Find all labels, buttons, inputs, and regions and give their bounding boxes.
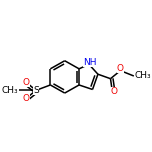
Text: O: O [23,94,30,103]
Text: O: O [23,78,30,87]
Text: CH₃: CH₃ [1,86,18,95]
Text: NH: NH [83,58,97,67]
Text: CH₃: CH₃ [135,71,151,81]
Text: S: S [33,86,39,95]
Text: O: O [111,87,118,96]
Text: O: O [117,64,124,73]
